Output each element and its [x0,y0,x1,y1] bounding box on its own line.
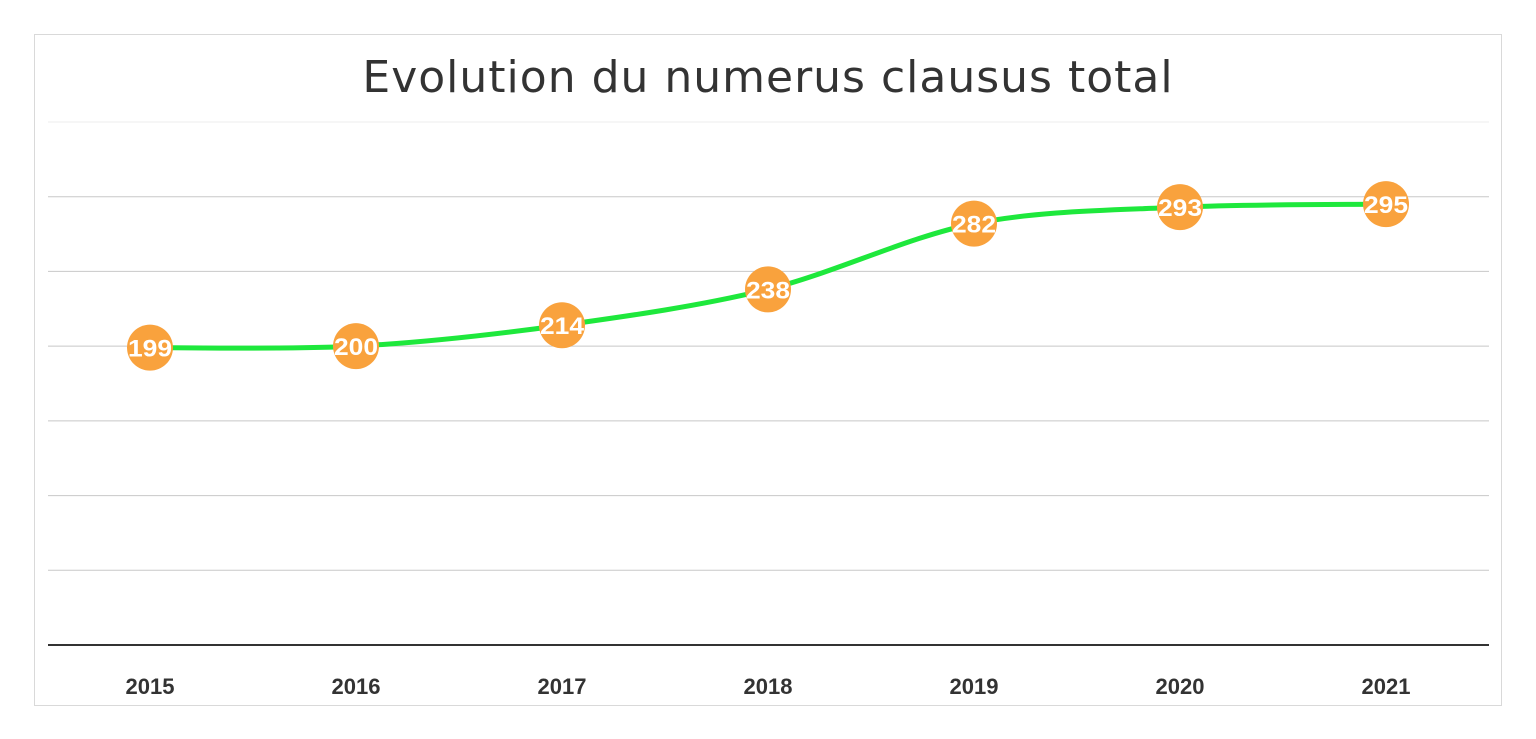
data-label: 295 [1364,192,1408,219]
data-point-marker [951,200,997,247]
x-tick-label: 2020 [1156,674,1205,699]
data-label: 214 [540,313,585,340]
data-label: 238 [746,277,790,304]
data-point-marker [539,302,585,349]
chart-title: Evolution du numerus clausus total [362,52,1174,103]
data-point-marker [127,324,173,371]
chart-frame [34,34,1502,706]
data-label: 293 [1158,195,1202,222]
data-point-marker [333,323,379,370]
data-point-marker [745,266,791,313]
x-tick-label: 2017 [538,674,587,699]
x-tick-label: 2018 [744,674,793,699]
x-tick-label: 2015 [126,674,175,699]
x-tick-label: 2016 [332,674,381,699]
data-point-marker [1363,181,1409,228]
data-label: 200 [334,334,378,361]
x-tick-label: 2019 [950,674,999,699]
data-label: 199 [128,336,172,363]
x-tick-label: 2021 [1362,674,1411,699]
data-label: 282 [952,212,996,239]
data-point-marker [1157,184,1203,231]
